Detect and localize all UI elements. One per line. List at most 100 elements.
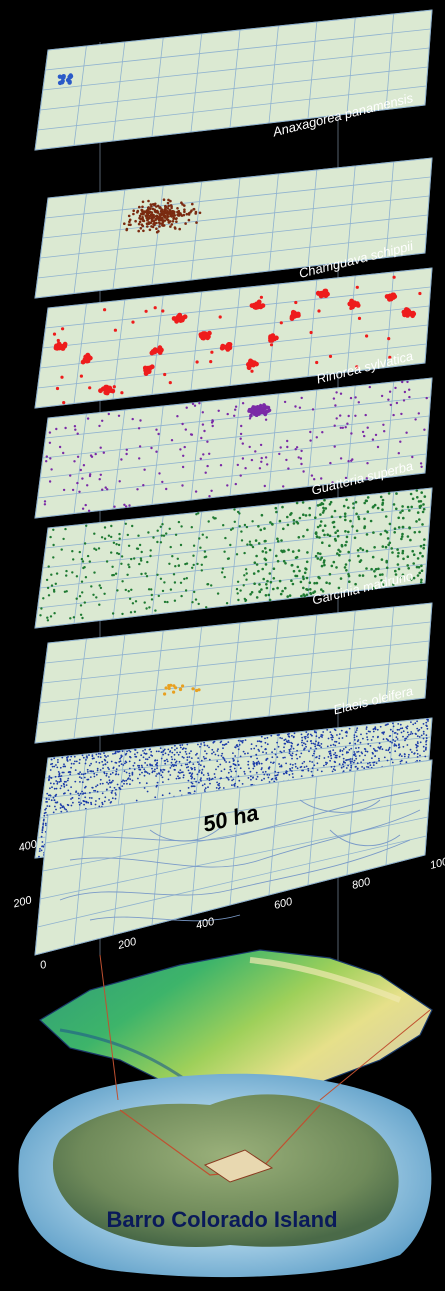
species-point xyxy=(172,220,175,223)
species-point xyxy=(371,757,373,759)
species-point xyxy=(49,787,51,789)
species-point xyxy=(151,350,156,355)
species-point xyxy=(103,308,106,311)
species-point xyxy=(287,524,290,527)
species-point xyxy=(55,776,57,778)
species-point xyxy=(52,766,54,768)
species-point xyxy=(80,802,82,804)
species-point xyxy=(372,531,375,534)
species-point xyxy=(275,555,278,558)
species-point xyxy=(48,798,50,800)
species-point xyxy=(113,574,115,576)
species-point xyxy=(84,542,86,544)
species-point xyxy=(265,456,267,458)
species-point xyxy=(222,567,224,569)
species-point xyxy=(156,786,158,788)
species-point xyxy=(412,733,414,735)
species-point xyxy=(124,763,126,765)
species-point xyxy=(171,756,173,758)
species-point xyxy=(345,569,348,572)
species-point xyxy=(311,743,313,745)
species-point xyxy=(69,773,71,775)
species-point xyxy=(166,210,169,213)
species-point xyxy=(238,780,240,782)
species-point xyxy=(104,796,106,798)
species-point xyxy=(174,749,176,751)
species-point xyxy=(266,463,268,465)
species-point xyxy=(261,741,263,743)
species-point xyxy=(159,217,162,220)
species-point xyxy=(243,584,245,586)
species-point xyxy=(186,759,188,761)
species-point xyxy=(204,550,206,552)
species-point xyxy=(334,761,336,763)
species-point xyxy=(277,734,279,736)
species-point xyxy=(339,756,341,758)
species-point xyxy=(361,766,363,768)
species-point xyxy=(397,738,399,740)
species-point xyxy=(243,751,245,753)
species-point xyxy=(253,582,256,585)
species-point xyxy=(171,747,173,749)
species-point xyxy=(307,768,309,770)
species-point xyxy=(175,220,178,223)
species-point xyxy=(313,743,315,745)
species-point xyxy=(276,775,278,777)
species-point xyxy=(56,572,58,574)
species-point xyxy=(391,551,394,554)
species-point xyxy=(381,395,383,397)
species-point xyxy=(346,735,348,737)
species-point xyxy=(373,764,375,766)
species-point xyxy=(207,745,209,747)
species-point xyxy=(146,225,149,228)
species-point xyxy=(264,485,266,487)
species-point xyxy=(90,763,92,765)
species-point xyxy=(397,552,400,555)
species-point xyxy=(311,735,313,737)
species-point xyxy=(253,412,257,416)
species-point xyxy=(349,728,351,730)
species-point xyxy=(366,728,368,730)
species-point xyxy=(407,555,410,558)
species-point xyxy=(75,769,77,771)
species-point xyxy=(171,759,173,761)
species-point xyxy=(72,489,74,491)
species-point xyxy=(293,736,295,738)
species-point xyxy=(331,565,334,568)
species-point xyxy=(106,560,108,562)
species-point xyxy=(411,550,414,553)
species-point xyxy=(216,760,218,762)
species-point xyxy=(115,773,117,775)
species-point xyxy=(283,746,285,748)
species-point xyxy=(267,743,269,745)
species-point xyxy=(364,748,366,750)
species-point xyxy=(408,756,410,758)
species-point xyxy=(315,361,318,364)
species-point xyxy=(183,578,185,580)
species-point xyxy=(125,453,127,455)
species-point xyxy=(335,391,337,393)
species-point xyxy=(241,539,243,541)
species-point xyxy=(128,777,130,779)
species-point xyxy=(161,523,163,525)
species-point xyxy=(221,755,223,757)
species-point xyxy=(91,797,93,799)
species-point xyxy=(261,514,264,517)
species-point xyxy=(397,729,399,731)
species-point xyxy=(420,462,422,464)
species-point xyxy=(388,492,391,495)
species-point xyxy=(350,397,352,399)
species-point xyxy=(121,785,123,787)
species-point xyxy=(421,569,424,572)
species-point xyxy=(268,594,271,597)
species-point xyxy=(350,432,352,434)
species-point xyxy=(151,765,153,767)
species-point xyxy=(169,528,171,530)
species-point xyxy=(238,764,240,766)
species-point xyxy=(289,768,291,770)
species-point xyxy=(203,430,205,432)
species-point xyxy=(141,216,144,219)
species-point xyxy=(140,754,142,756)
species-point xyxy=(275,507,278,510)
species-point xyxy=(294,301,297,304)
